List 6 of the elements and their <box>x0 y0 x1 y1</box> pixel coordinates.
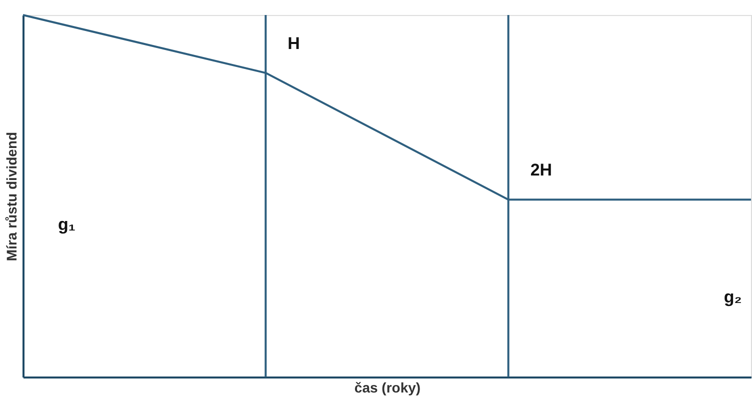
x-axis-title: čas (roky) <box>354 380 421 396</box>
annotation: g₁ <box>58 214 76 234</box>
x-tick-label: H <box>288 34 300 53</box>
y-axis-title: Míra růstu dividend <box>4 132 20 262</box>
annotation: g₂ <box>724 287 742 306</box>
x-tick-label: 2H <box>530 160 552 180</box>
